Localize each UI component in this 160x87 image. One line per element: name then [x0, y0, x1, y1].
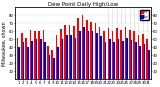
Y-axis label: Milwaukee, shown: Milwaukee, shown — [2, 21, 7, 66]
Bar — [79, 31, 80, 79]
Title: Dew Point Daily High/Low: Dew Point Daily High/Low — [48, 2, 118, 7]
Bar — [21, 33, 23, 79]
Bar — [92, 31, 93, 79]
Bar — [66, 35, 68, 79]
Bar — [77, 18, 79, 79]
Bar — [99, 27, 100, 79]
Bar — [125, 27, 126, 79]
Bar — [73, 26, 75, 79]
Bar — [109, 39, 111, 79]
Bar — [112, 31, 113, 79]
Bar — [57, 47, 59, 79]
Bar — [108, 28, 109, 79]
Bar — [100, 36, 102, 79]
Bar — [88, 31, 89, 79]
Bar — [105, 42, 106, 79]
Bar — [25, 38, 27, 79]
Bar — [122, 41, 124, 79]
Bar — [133, 31, 135, 79]
Bar — [47, 46, 49, 79]
Bar — [36, 39, 37, 79]
Bar — [96, 33, 98, 79]
Bar — [118, 39, 120, 79]
Bar — [44, 42, 46, 79]
Bar — [62, 39, 63, 79]
Bar — [126, 38, 128, 79]
Bar — [135, 42, 137, 79]
Bar — [23, 42, 24, 79]
Bar — [69, 25, 70, 79]
Bar — [38, 31, 40, 79]
Bar — [51, 50, 53, 79]
Bar — [148, 50, 150, 79]
Bar — [53, 58, 55, 79]
Bar — [70, 35, 72, 79]
Bar — [83, 27, 85, 79]
Bar — [18, 47, 20, 79]
Bar — [27, 47, 29, 79]
Bar — [95, 23, 96, 79]
Bar — [113, 42, 115, 79]
Bar — [31, 41, 33, 79]
Bar — [43, 30, 44, 79]
Bar — [60, 29, 62, 79]
Bar — [116, 28, 118, 79]
Bar — [131, 40, 132, 79]
Bar — [120, 30, 122, 79]
Bar — [146, 39, 148, 79]
Bar — [17, 38, 18, 79]
Legend: Hi, Lo: Hi, Lo — [140, 10, 149, 20]
Bar — [40, 39, 42, 79]
Bar — [34, 31, 36, 79]
Bar — [82, 15, 83, 79]
Bar — [144, 44, 145, 79]
Bar — [129, 30, 131, 79]
Bar — [139, 46, 141, 79]
Bar — [56, 35, 57, 79]
Bar — [138, 35, 139, 79]
Bar — [30, 30, 31, 79]
Bar — [49, 55, 50, 79]
Bar — [90, 22, 92, 79]
Bar — [142, 34, 144, 79]
Bar — [64, 25, 66, 79]
Bar — [103, 31, 105, 79]
Bar — [86, 20, 88, 79]
Bar — [75, 38, 76, 79]
